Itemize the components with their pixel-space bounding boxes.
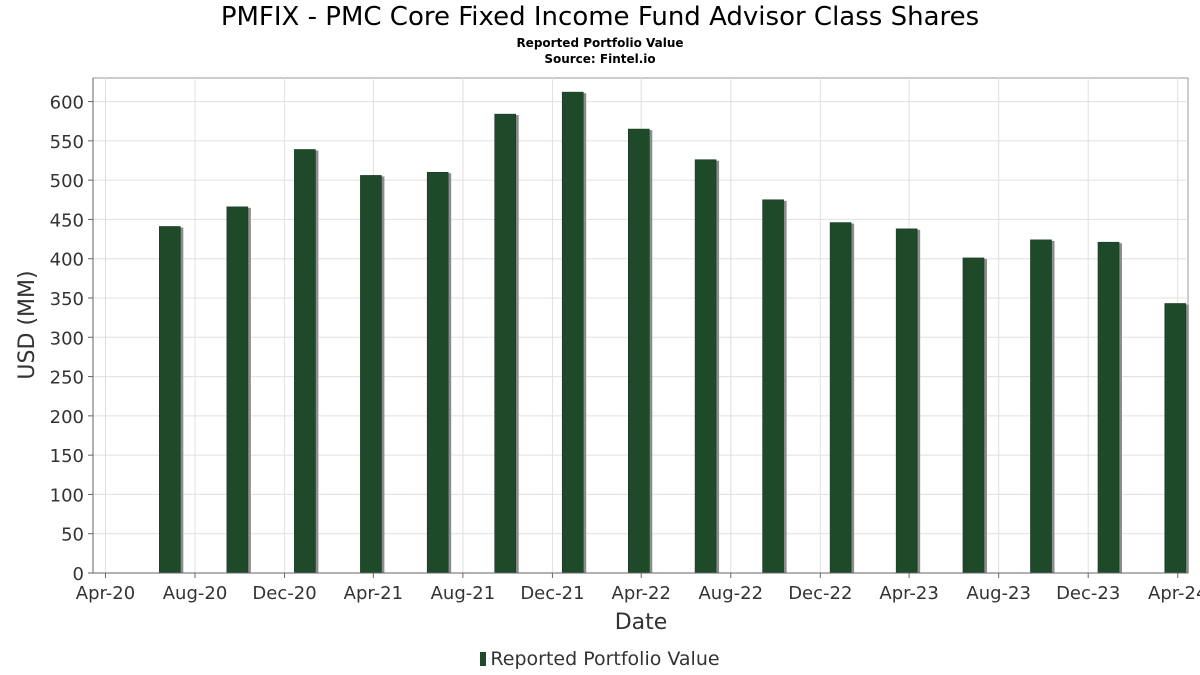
x-tick-label: Aug-23 — [966, 583, 1031, 604]
bar — [1030, 239, 1052, 574]
bar — [159, 226, 181, 574]
axis-layer: 0 50 100 150 200 250 300 350 400 450 500 550 600 Apr-… — [50, 78, 1200, 604]
bar — [762, 199, 784, 574]
x-tick-label: Aug-21 — [431, 583, 496, 604]
bar — [627, 128, 650, 574]
legend-swatch — [480, 652, 487, 666]
y-tick-label: 100 — [50, 485, 84, 506]
x-tick-label: Apr-23 — [879, 583, 938, 604]
legend-label: Reported Portfolio Value — [490, 648, 720, 670]
x-tick-label: Apr-24 — [1148, 583, 1200, 604]
bar — [360, 175, 382, 574]
bar — [694, 159, 717, 574]
chart-title: PMFIX - PMC Core Fixed Income Fund Advis… — [220, 2, 980, 32]
x-tick-label: Apr-22 — [612, 583, 671, 604]
y-tick-label: 450 — [50, 210, 84, 231]
bar — [895, 228, 918, 574]
y-tick-label: 400 — [50, 250, 84, 271]
x-tick-label: Dec-22 — [788, 583, 852, 604]
bar — [1097, 241, 1120, 574]
x-tick-label: Dec-23 — [1056, 583, 1120, 604]
y-tick-label: 300 — [50, 328, 84, 349]
chart-source: Source: Fintel.io — [544, 52, 656, 66]
bar — [294, 149, 316, 574]
x-tick-label: Apr-21 — [344, 583, 403, 604]
y-tick-label: 350 — [50, 289, 84, 310]
y-axis-label: USD (MM) — [15, 270, 40, 379]
y-tick-label: 150 — [50, 446, 84, 467]
x-tick-label: Dec-21 — [520, 583, 584, 604]
y-tick-label: 500 — [50, 171, 84, 192]
y-tick-label: 250 — [50, 368, 84, 389]
bar — [426, 171, 449, 574]
bar — [494, 113, 517, 574]
bar — [1164, 303, 1187, 574]
bar — [561, 91, 584, 574]
bar — [226, 206, 249, 574]
chart-subtitle: Reported Portfolio Value — [516, 36, 684, 50]
x-tick-label: Dec-20 — [252, 583, 316, 604]
y-tick-label: 550 — [50, 132, 84, 153]
x-tick-label: Aug-22 — [698, 583, 763, 604]
bar — [962, 257, 985, 574]
y-tick-label: 200 — [50, 407, 84, 428]
bar — [829, 222, 852, 574]
bar-layer — [159, 91, 1189, 574]
y-tick-label: 50 — [61, 525, 84, 546]
y-tick-label: 0 — [73, 564, 84, 585]
x-axis-label: Date — [615, 610, 668, 635]
x-tick-label: Apr-20 — [76, 583, 135, 604]
legend: Reported Portfolio Value — [0, 648, 1200, 670]
y-tick-label: 600 — [50, 93, 84, 114]
x-tick-label: Aug-20 — [163, 583, 228, 604]
